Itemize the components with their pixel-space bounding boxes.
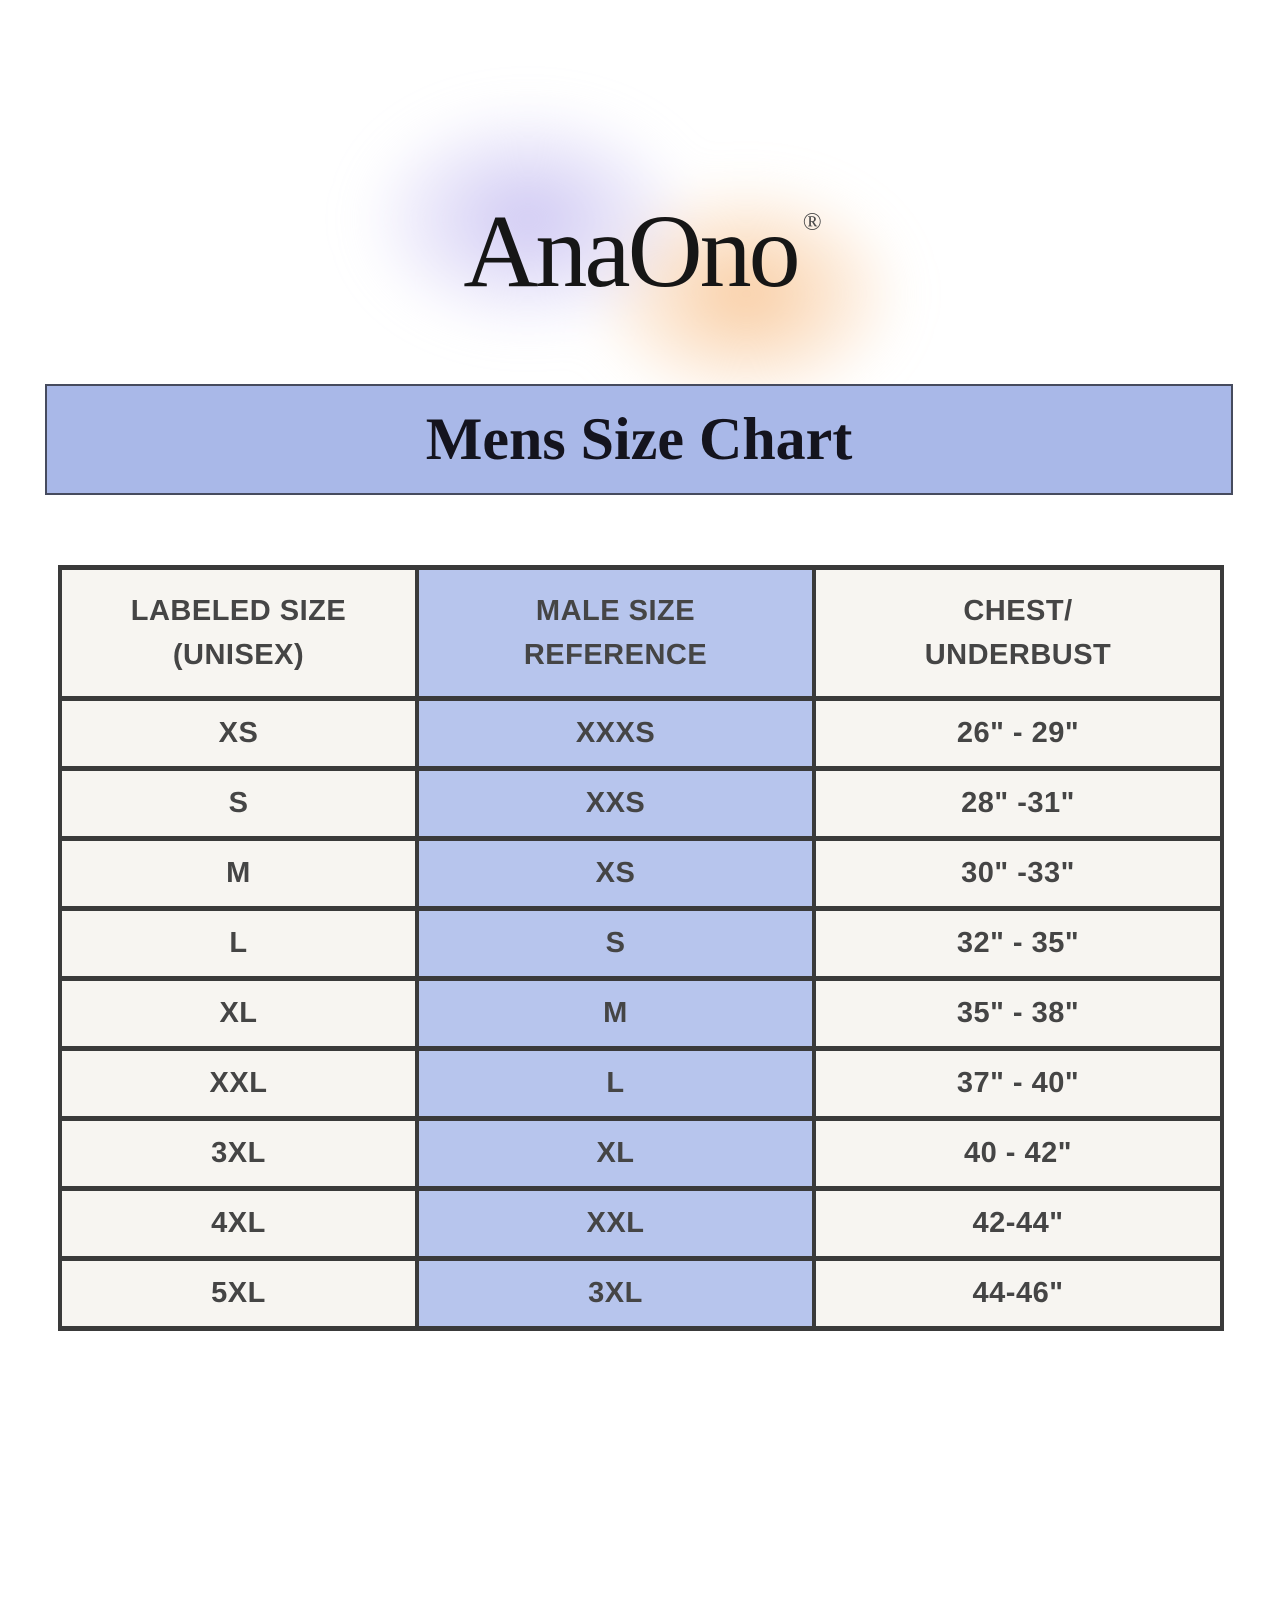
title-banner: Mens Size Chart [45, 384, 1233, 495]
chest-range-cell: 37" - 40" [812, 1046, 1224, 1121]
chest-range-cell: 30" -33" [812, 836, 1224, 911]
table-row: XL M 35" - 38" [58, 976, 1224, 1051]
unisex-size-cell: L [58, 906, 419, 981]
unisex-size-cell: M [58, 836, 419, 911]
unisex-size-cell: 5XL [58, 1256, 419, 1331]
unisex-size-cell: S [58, 766, 419, 841]
male-size-cell: L [415, 1046, 816, 1121]
unisex-size-cell: XS [58, 696, 419, 771]
chest-range-cell: 42-44" [812, 1186, 1224, 1261]
unisex-size-cell: XL [58, 976, 419, 1051]
header-line: CHEST/ [963, 595, 1073, 627]
male-size-cell: XXXS [415, 696, 816, 771]
header-line: (UNISEX) [172, 639, 305, 671]
table-row: 4XL XXL 42-44" [58, 1186, 1224, 1261]
table-row: XXL L 37" - 40" [58, 1046, 1224, 1121]
table-row: L S 32" - 35" [58, 906, 1224, 981]
male-size-cell: S [415, 906, 816, 981]
page-title: Mens Size Chart [425, 406, 853, 472]
chest-range-cell: 44-46" [812, 1256, 1224, 1331]
table-row: 5XL 3XL 44-46" [58, 1256, 1224, 1331]
male-size-cell: M [415, 976, 816, 1051]
brand-logo: AnaOno ® [0, 196, 1280, 335]
chest-range-cell: 40 - 42" [812, 1116, 1224, 1191]
header-line: LABELED SIZE [130, 595, 347, 627]
unisex-size-cell: XXL [58, 1046, 419, 1121]
chest-range-cell: 26" - 29" [812, 696, 1224, 771]
male-size-cell: XS [415, 836, 816, 911]
header-line: MALE SIZE [535, 595, 696, 627]
header-row: LABELED SIZE (UNISEX) MALE SIZE REFERENC… [58, 565, 1224, 701]
column-header-chest-underbust: CHEST/ UNDERBUST [812, 565, 1224, 701]
chest-range-cell: 32" - 35" [812, 906, 1224, 981]
header-line: UNDERBUST [924, 639, 1112, 671]
male-size-cell: XL [415, 1116, 816, 1191]
male-size-cell: 3XL [415, 1256, 816, 1331]
column-header-labeled-size: LABELED SIZE (UNISEX) [58, 565, 419, 701]
male-size-cell: XXL [415, 1186, 816, 1261]
brand-logo-text: AnaOno [463, 194, 800, 309]
table-row: XS XXXS 26" - 29" [58, 696, 1224, 771]
table-row: S XXS 28" -31" [58, 766, 1224, 841]
table-row: M XS 30" -33" [58, 836, 1224, 911]
size-chart-table: LABELED SIZE (UNISEX) MALE SIZE REFERENC… [58, 565, 1224, 1331]
chest-range-cell: 28" -31" [812, 766, 1224, 841]
header-line: REFERENCE [523, 639, 708, 671]
male-size-cell: XXS [415, 766, 816, 841]
chest-range-cell: 35" - 38" [812, 976, 1224, 1051]
logo-background-glow [360, 88, 920, 400]
unisex-size-cell: 4XL [58, 1186, 419, 1261]
table-row: 3XL XL 40 - 42" [58, 1116, 1224, 1191]
unisex-size-cell: 3XL [58, 1116, 419, 1191]
column-header-male-size: MALE SIZE REFERENCE [415, 565, 816, 701]
registered-trademark: ® [802, 209, 822, 236]
